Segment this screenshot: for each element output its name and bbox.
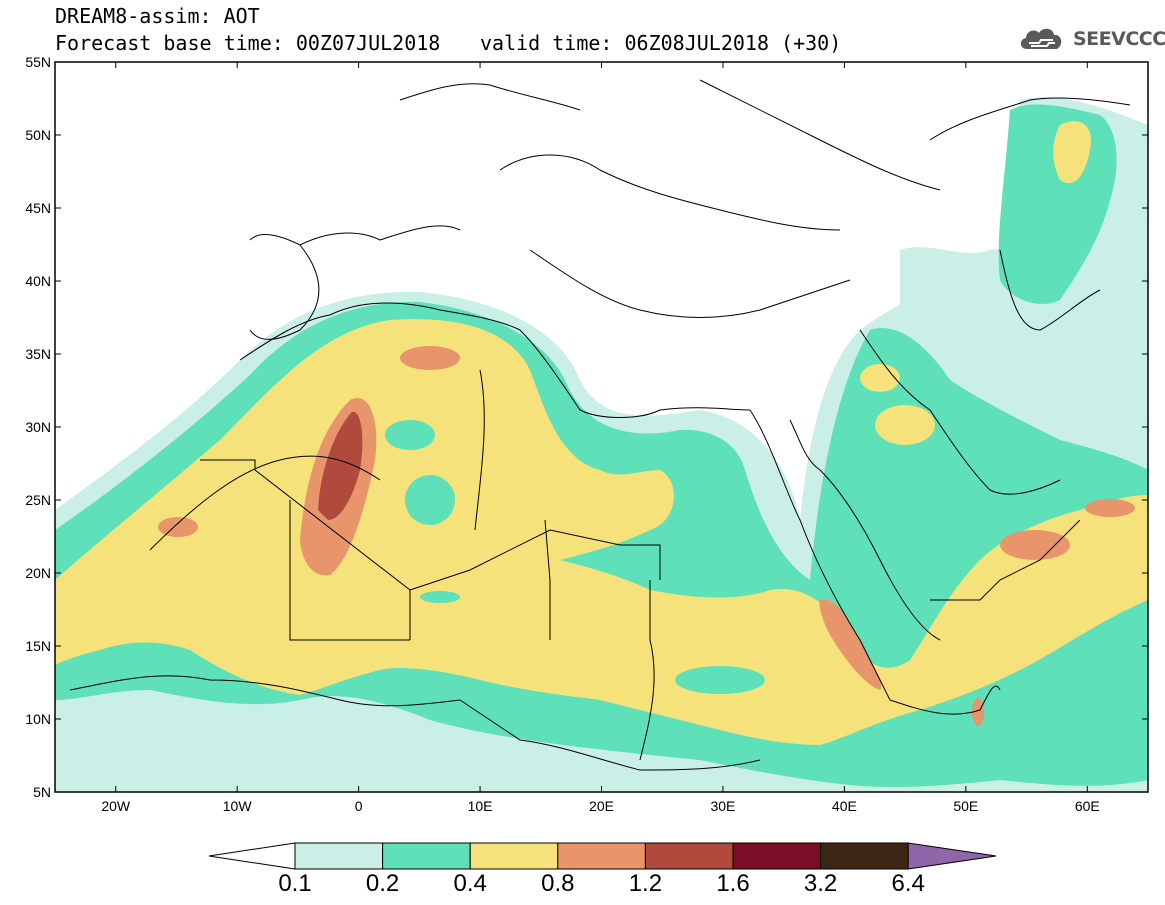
colorbar-label: 1.6 [716, 870, 750, 897]
colorbar-under-arrow [208, 842, 296, 870]
colorbar-over-arrow [907, 842, 997, 870]
colorbar-swatch [469, 842, 559, 870]
aot-patch [1053, 121, 1091, 184]
aot-patch [860, 364, 900, 392]
colorbar-label: 0.8 [541, 870, 575, 897]
aot-pocket [405, 475, 455, 525]
lat-tick-label: 20N [25, 565, 51, 581]
aot-level-1.2 [318, 411, 363, 520]
aot-level-0.8 [158, 517, 198, 537]
cloud-icon [1020, 28, 1062, 49]
lat-tick-label: 45N [25, 200, 51, 216]
aot-pocket [420, 591, 460, 603]
colorbar-label: 0.4 [453, 870, 487, 897]
colorbar-label: 6.4 [891, 870, 925, 897]
aot-level-0.4 [55, 319, 1148, 745]
lat-tick-label: 5N [33, 784, 51, 800]
country-borders [69, 79, 1131, 771]
seevccc-logo: SEEVCCC [1017, 24, 1165, 54]
aot-level-0.8 [1000, 530, 1070, 560]
latitude-axis: 55N 50N 45N 40N 35N 30N 25N 20N 15N 10N 5N [25, 54, 1148, 800]
lat-tick-label: 25N [25, 492, 51, 508]
colorbar-label: 0.2 [365, 870, 400, 897]
lat-tick-label: 55N [25, 54, 51, 70]
colorbar-label: 0.1 [278, 870, 312, 897]
colorbar-swatch [382, 842, 471, 870]
aot-level-0.8 [400, 346, 460, 370]
aot-level-0.8 [972, 698, 984, 726]
forecast-base-time: Forecast base time: 00Z07JUL2018 [55, 31, 441, 55]
lat-tick-label: 40N [25, 273, 51, 289]
lat-tick-label: 30N [25, 419, 51, 435]
lon-tick-label: 50E [953, 798, 978, 814]
valid-time: valid time: 06Z08JUL2018 (+30) [480, 31, 842, 55]
lat-tick-label: 15N [25, 638, 51, 654]
colorbar-swatch [732, 842, 822, 870]
lon-tick-label: 30E [710, 798, 735, 814]
aot-level-0.8 [1085, 499, 1135, 517]
aot-patch [875, 405, 935, 445]
lon-tick-label: 10E [468, 798, 493, 814]
logo-text: SEEVCCC [1073, 28, 1165, 50]
aot-level-0.8 [819, 599, 882, 690]
lat-tick-label: 10N [25, 711, 51, 727]
colorbar [208, 842, 997, 870]
aot-pocket [385, 420, 435, 450]
aot-field [55, 97, 1148, 792]
colorbar-swatch [294, 842, 384, 870]
colorbar-swatch [557, 842, 646, 870]
colorbar-label: 1.2 [628, 870, 663, 897]
colorbar-label: 3.2 [803, 870, 838, 897]
lon-tick-label: 0 [355, 798, 363, 814]
lon-tick-label: 60E [1075, 798, 1100, 814]
lat-tick-label: 50N [25, 127, 51, 143]
lon-tick-label: 10W [223, 798, 253, 814]
lon-tick-label: 20W [101, 798, 131, 814]
lat-tick-label: 35N [25, 346, 51, 362]
colorbar-swatch [644, 842, 734, 870]
lon-tick-label: 20E [589, 798, 614, 814]
colorbar-swatch [820, 842, 909, 870]
longitude-axis: 20W 10W 0 10E 20E 30E 40E 50E 60E [101, 62, 1100, 814]
chart-title: DREAM8-assim: AOT [55, 4, 260, 28]
lon-tick-label: 40E [832, 798, 857, 814]
aot-pocket [675, 666, 765, 694]
